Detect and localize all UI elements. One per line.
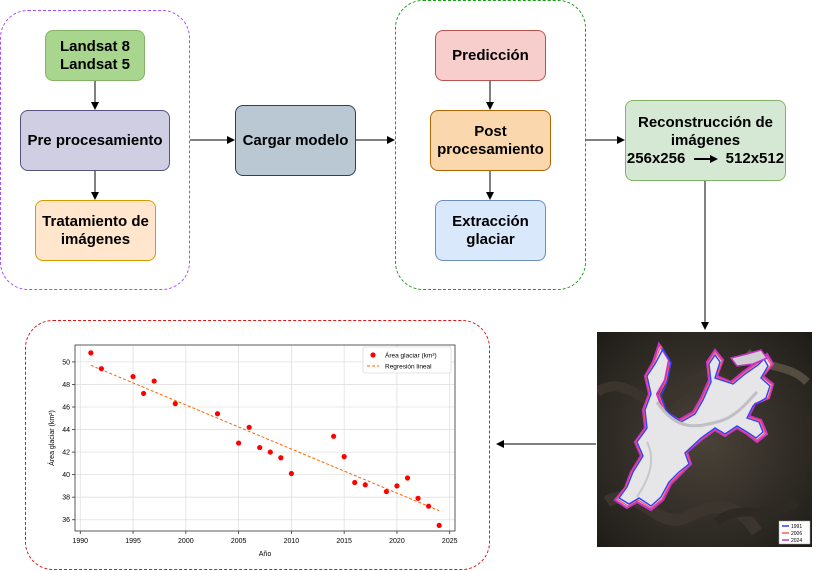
data-point [426,503,432,509]
data-point [404,475,411,481]
x-tick-label: 2005 [231,538,247,545]
glacier-outline-1991 [617,347,771,507]
legend-label-line: Regresión lineal [385,364,432,371]
node-post-label: Post procesamiento [437,122,544,158]
data-point [151,378,157,384]
x-tick-label: 1995 [125,538,141,545]
legend-label-points: Área glaciar (km²) [385,351,437,360]
data-point [394,483,400,489]
data-point [246,424,252,430]
group-inference [395,0,586,290]
y-tick-label: 44 [62,427,70,434]
node-reconstruccion: Reconstrucción de imágenes 256x256 512x5… [625,100,786,181]
node-landsat: Landsat 8 Landsat 5 [45,30,145,81]
data-point [257,444,263,451]
size-to: 512x512 [725,149,785,167]
data-point [214,411,221,417]
node-tratamiento: Tratamiento de imágenes [35,200,156,261]
plot-frame [74,344,456,532]
glacier-area-chart: 1990 1995 2000 2005 2010 2015 2020 2025 36 38 40 42… [47,344,458,558]
data-point [352,479,358,486]
glacier-map: 1991 2006 2024 [594,332,812,547]
node-cargar-modelo: Cargar modelo [235,105,356,176]
data-point [341,454,347,460]
glacier-outline-2006 [616,344,773,509]
x-axis-label: Año [259,551,272,558]
x-tick-label: 2020 [389,538,405,545]
data-point [383,488,389,495]
x-tick-label: 2010 [284,538,300,545]
node-tratamiento-label: Tratamiento de imágenes [42,212,149,248]
x-tick-label: 1990 [72,538,88,545]
node-cargar-label: Cargar modelo [242,131,349,149]
legend-label-1991: 1991 [791,524,802,530]
y-axis-label: Área glaciar (km²) [47,410,56,466]
node-post-procesamiento: Post procesamiento [430,110,551,171]
y-tick-label: 42 [62,450,70,457]
node-extraccion: Extracción glaciar [435,200,546,261]
data-point [415,495,421,501]
data-point [98,366,104,372]
data-point [288,470,294,477]
legend-marker-points [370,352,376,358]
data-point [362,482,368,488]
data-point [130,373,136,380]
right-arrow-icon [693,154,718,163]
y-tick-label: 46 [62,405,70,412]
y-tick-label: 50 [62,359,70,366]
group-results-chart [25,320,490,570]
y-tick-label: 40 [62,472,70,479]
data-point [436,522,442,528]
legend-label-2024: 2024 [791,538,802,544]
data-point [331,433,337,439]
node-landsat-label: Landsat 8 Landsat 5 [59,37,131,73]
data-point [172,401,178,407]
data-point [278,455,284,461]
node-prediccion-label: Predicción [452,46,529,64]
group-input [0,10,190,290]
node-pre-label: Pre procesamiento [27,131,163,149]
satellite-legend: 1991 2006 2024 [778,520,811,545]
regression-line [90,364,440,512]
x-tick-label: 2000 [178,538,194,545]
y-tick-label: 38 [62,495,70,502]
size-from: 256x256 [626,149,686,167]
node-prediccion: Predicción [435,30,546,81]
y-tick-label: 48 [62,382,70,389]
data-point [236,440,242,446]
data-point [88,350,94,356]
node-extraccion-label: Extracción glaciar [452,212,529,248]
data-point [141,390,147,397]
node-reconstruccion-title: Reconstrucción de imágenes [637,113,774,149]
chart-legend [362,346,452,374]
data-point [267,449,273,455]
y-tick-label: 36 [62,517,70,524]
x-tick-label: 2015 [336,538,352,545]
x-tick-label: 2025 [442,538,458,545]
legend-label-2006: 2006 [791,531,802,537]
node-pre-procesamiento: Pre procesamiento [20,110,170,171]
node-reconstruccion-size: 256x256 512x512 [627,150,784,168]
satellite-glacier-image: 1991 2006 2024 [594,332,812,547]
